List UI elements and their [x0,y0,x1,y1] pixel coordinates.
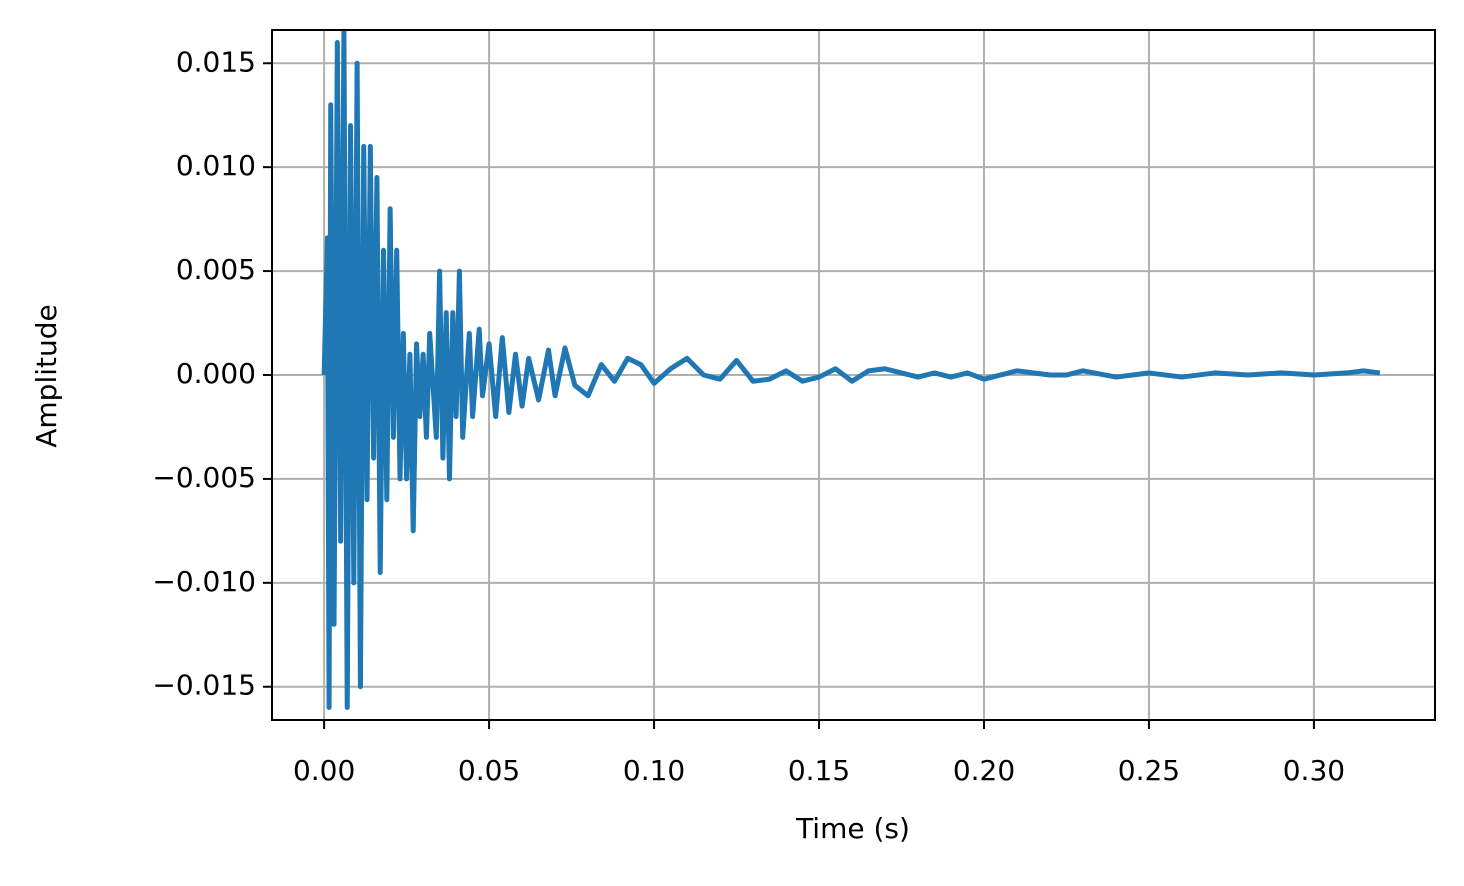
x-tick-label: 0.30 [1283,754,1345,787]
x-tick-label: 0.00 [293,754,355,787]
y-tick-label: −0.015 [152,669,256,702]
y-tick-label: 0.000 [176,357,256,390]
y-tick-label: 0.005 [176,253,256,286]
x-tick-label: 0.15 [788,754,850,787]
y-tick-label: 0.010 [176,149,256,182]
x-axis-label: Time (s) [795,812,910,845]
data-line [321,30,1381,711]
y-tick-label: −0.010 [152,565,256,598]
y-tick-label: 0.015 [176,45,256,78]
y-axis-label: Amplitude [30,304,63,448]
plot-frame [271,29,1436,721]
x-tick-label: 0.10 [623,754,685,787]
x-tick-label: 0.20 [953,754,1015,787]
x-tick-label: 0.05 [458,754,520,787]
y-tick-label: −0.005 [152,461,256,494]
x-tick-label: 0.25 [1118,754,1180,787]
